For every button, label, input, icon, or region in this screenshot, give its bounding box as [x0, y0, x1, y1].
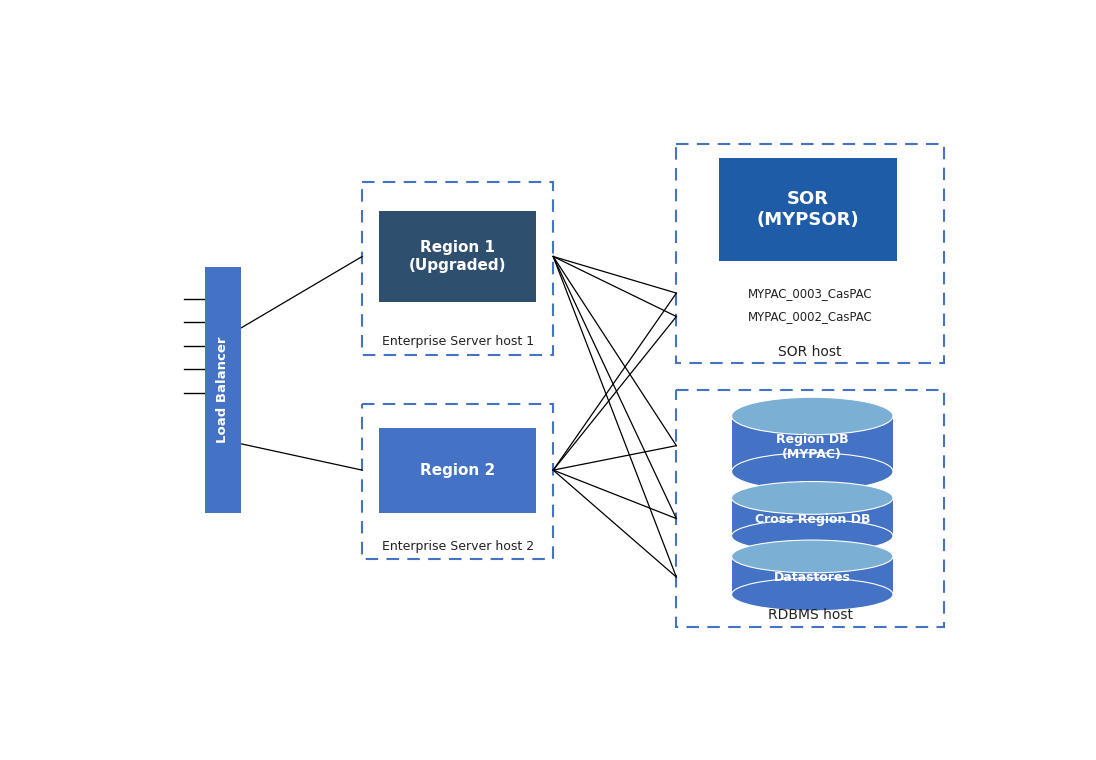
Ellipse shape [732, 520, 893, 553]
Bar [732, 556, 893, 594]
Ellipse shape [732, 482, 893, 515]
Bar [379, 211, 536, 302]
Ellipse shape [732, 540, 893, 573]
Text: MYPAC_0003_CasPAC: MYPAC_0003_CasPAC [747, 287, 872, 299]
Ellipse shape [732, 453, 893, 490]
Text: SOR
(MYPSOR): SOR (MYPSOR) [756, 190, 859, 229]
Text: Region 1
(Upgraded): Region 1 (Upgraded) [409, 240, 506, 273]
Text: MYPAC_0002_CasPAC: MYPAC_0002_CasPAC [747, 310, 872, 323]
Bar [732, 416, 893, 471]
Bar [732, 498, 893, 536]
Bar [676, 144, 944, 363]
Text: Region 2: Region 2 [420, 463, 495, 477]
Text: SOR host: SOR host [778, 344, 842, 359]
Text: Region DB
(MYPAC): Region DB (MYPAC) [776, 432, 848, 461]
Bar [362, 182, 553, 354]
Text: Enterprise Server host 1: Enterprise Server host 1 [381, 335, 534, 348]
Bar [676, 390, 944, 627]
Bar [205, 267, 241, 512]
Bar [719, 159, 898, 261]
Ellipse shape [732, 578, 893, 611]
Text: Datastores: Datastores [774, 572, 850, 584]
Text: Cross Region DB: Cross Region DB [754, 513, 870, 526]
Bar [379, 428, 536, 512]
Ellipse shape [732, 397, 893, 435]
Bar [362, 404, 553, 559]
Text: Load Balancer: Load Balancer [216, 337, 229, 443]
Text: RDBMS host: RDBMS host [767, 608, 853, 622]
Text: Enterprise Server host 2: Enterprise Server host 2 [381, 540, 534, 553]
